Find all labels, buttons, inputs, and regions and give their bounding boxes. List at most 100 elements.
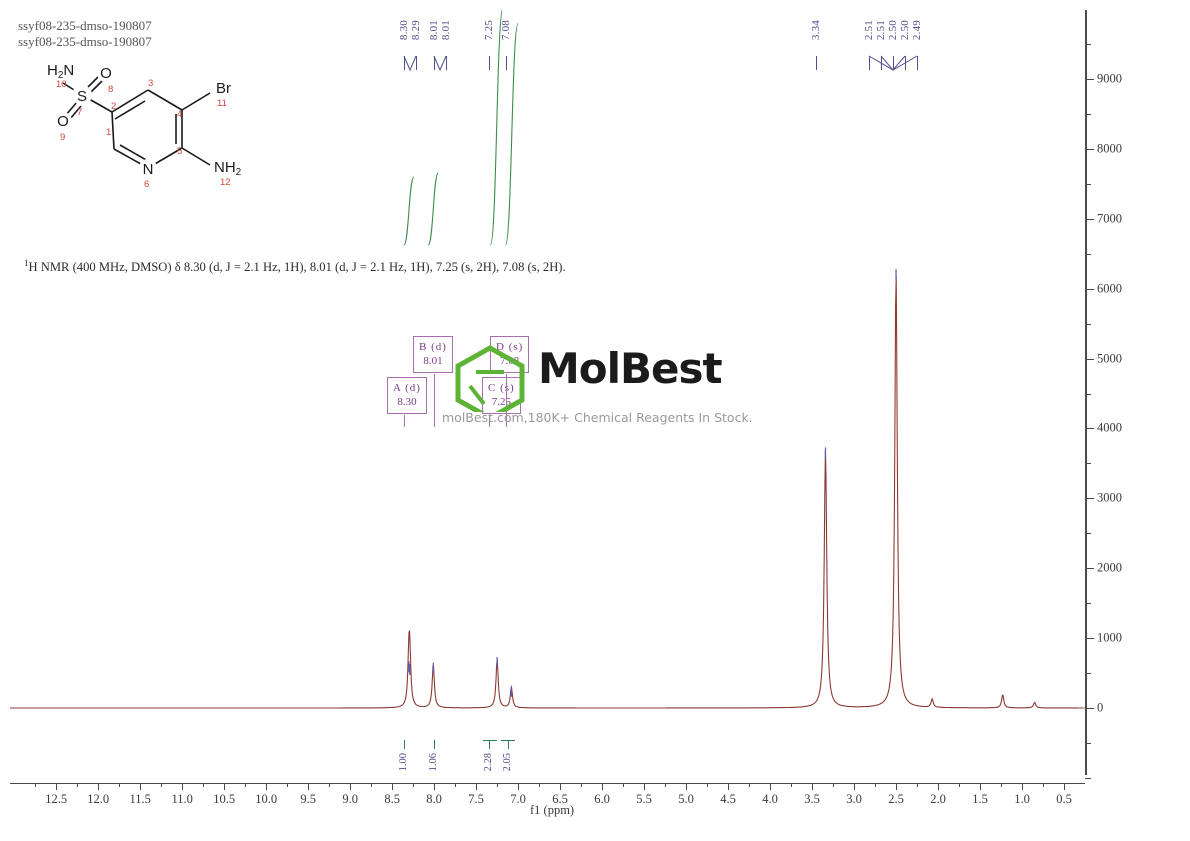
multiplet-tick	[404, 421, 405, 427]
multiplet-box-group[interactable]: A (d) 8.30 B (d) 8.01 C (s) 7.25 D (s) 7.08	[0, 0, 1190, 440]
multiplet-box-b[interactable]: B (d) 8.01	[413, 336, 453, 373]
y-axis-minor-tick	[1085, 44, 1091, 46]
svg-text:12: 12	[220, 177, 231, 188]
x-axis-minor-tick	[497, 783, 499, 787]
svg-text:9: 9	[60, 132, 65, 143]
svg-text:S: S	[77, 88, 87, 105]
y-axis-tick-label: 3000	[1097, 490, 1122, 505]
y-axis-minor-tick	[1085, 742, 1091, 744]
multiplet-box-a[interactable]: A (d) 8.30	[387, 377, 427, 414]
x-axis-tick	[854, 783, 856, 790]
x-axis-minor-tick	[245, 783, 247, 787]
x-axis-minor-tick	[1043, 783, 1044, 787]
y-axis-tick	[1085, 218, 1094, 220]
x-axis-tick-label: 8.0	[426, 792, 442, 806]
y-axis-minor-tick	[1085, 673, 1091, 675]
y-axis-minor-tick	[1085, 183, 1091, 185]
x-axis-tick-label: 8.5	[384, 792, 400, 806]
x-axis-tick	[560, 783, 562, 790]
y-axis-minor-tick	[1085, 323, 1091, 325]
svg-text:8: 8	[108, 84, 113, 95]
integral-region-marker	[489, 740, 490, 749]
multiplet-tick	[434, 421, 435, 427]
peak-label-stem	[446, 56, 447, 70]
x-axis-tick-label: 12.5	[45, 792, 68, 806]
x-axis-tick-label: 3.0	[846, 792, 862, 806]
spectrum-title-block: ssyf08-235-dmso-190807 ssyf08-235-dmso-1…	[18, 18, 152, 50]
y-axis-minor-tick	[1085, 603, 1091, 605]
x-axis-tick-label: 2.0	[930, 792, 946, 806]
x-axis-tick-label: 4.5	[720, 792, 736, 806]
y-axis-tick	[1085, 79, 1094, 80]
x-axis-minor-tick	[329, 783, 331, 787]
integral-value-label: 1.00	[398, 753, 409, 772]
molbest-watermark: MolBest molBest.com,180K+ Chemical Reage…	[442, 338, 772, 430]
watermark-brand: MolBest	[538, 344, 723, 393]
x-axis-tick	[602, 783, 604, 790]
x-axis-tick	[1064, 783, 1065, 790]
hexagon-logo-icon	[455, 345, 525, 412]
x-axis-tick	[350, 783, 352, 790]
multiplet-stem	[404, 415, 405, 425]
x-axis-tick	[266, 783, 268, 790]
y-axis-tick-label: 9000	[1097, 71, 1122, 86]
x-axis-minor-tick	[959, 783, 961, 787]
integral-value-label: 2.28	[483, 753, 494, 772]
x-axis-tick-label: 2.5	[888, 792, 904, 806]
y-axis-tick-label: 7000	[1097, 211, 1122, 226]
y-axis-tick	[1085, 568, 1094, 570]
x-axis-minor-tick	[371, 783, 373, 787]
x-axis-tick	[686, 783, 688, 790]
x-axis-tick	[812, 783, 814, 790]
multiplet-box-c[interactable]: C (s) 7.25	[482, 377, 521, 414]
integral-region-marker	[404, 740, 405, 749]
integral-value-label: 1.06	[428, 753, 439, 772]
y-axis-tick	[1085, 148, 1094, 150]
integral-value-label: 2.05	[502, 753, 513, 772]
x-axis-tick-label: 6.0	[594, 792, 610, 806]
x-axis-tick-label: 6.5	[552, 792, 568, 806]
multiplet-id-type: B (d)	[419, 341, 447, 353]
x-axis-tick	[728, 783, 730, 790]
multiplet-id-type: D (s)	[496, 341, 524, 353]
multiplet-stem	[434, 374, 435, 425]
multiplet-shift: 8.01	[423, 355, 443, 367]
y-axis-tick	[1085, 288, 1094, 290]
svg-text:4: 4	[177, 109, 182, 120]
x-axis-ticks: 12.5 12.0 11.5 11.0 10.5 10.0 9.5 9.0 8.5 8.0 7.5 7…	[0, 783, 1190, 828]
x-axis-tick-label: 10.0	[255, 792, 278, 806]
nmr-spectrum-plot[interactable]	[10, 7, 1085, 775]
x-axis-minor-tick	[749, 783, 751, 787]
svg-text:3: 3	[148, 78, 153, 89]
x-axis-minor-tick	[581, 783, 583, 787]
proton-superscript: 1	[24, 258, 29, 268]
x-axis-minor-tick	[917, 783, 919, 787]
x-axis-minor-tick	[77, 783, 79, 787]
x-axis-tick-label: 7.5	[468, 792, 484, 806]
spectrum-canvas	[10, 7, 1085, 709]
x-axis-tick-label: 5.5	[636, 792, 652, 806]
x-axis-minor-tick	[455, 783, 457, 787]
y-axis-tick-label: 0	[1097, 700, 1104, 715]
integral-curve	[489, 7, 504, 246]
svg-text:1: 1	[106, 127, 111, 138]
x-axis-minor-tick	[161, 783, 163, 787]
peak-label-stem	[917, 56, 918, 70]
integral-label-group: 1.00 1.06 2.28 2.05	[0, 735, 1190, 790]
x-axis-minor-tick	[1001, 783, 1003, 787]
svg-text:6: 6	[144, 179, 149, 190]
x-axis-minor-tick	[119, 783, 121, 787]
y-axis-minor-tick	[1085, 113, 1091, 115]
watermark-tagline: molBest.com,180K+ Chemical Reagents In S…	[442, 410, 753, 425]
integral-curve	[427, 172, 439, 246]
peak-label-stem	[416, 56, 417, 70]
y-axis-line	[1085, 10, 1087, 775]
x-axis-minor-tick	[833, 783, 835, 787]
y-axis-tick-label: 2000	[1097, 560, 1122, 575]
multiplet-tick	[489, 421, 490, 427]
x-axis-tick-label: 5.0	[678, 792, 694, 806]
integral-curve	[403, 176, 415, 246]
x-axis-tick	[182, 783, 184, 790]
x-axis-tick-label: 11.0	[171, 792, 193, 806]
x-axis-minor-tick	[203, 783, 205, 787]
